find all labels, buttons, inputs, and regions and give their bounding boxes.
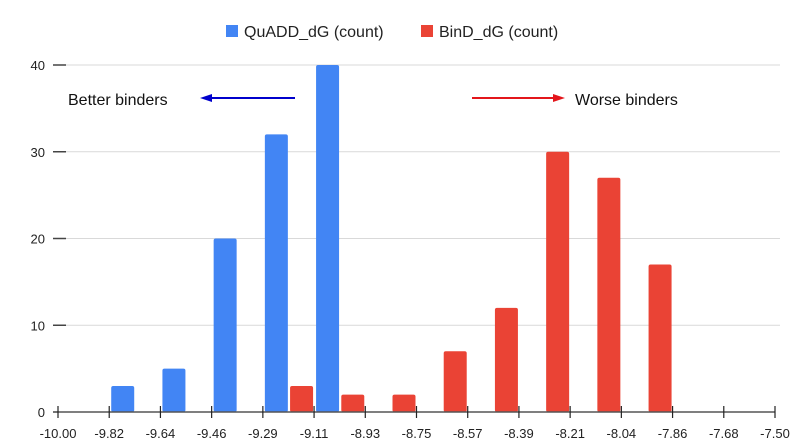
- bar-bind--9.29[interactable]: [290, 385, 314, 412]
- arrow-left-icon: [200, 94, 295, 102]
- legend: QuADD_dG (count) BinD_dG (count): [226, 24, 558, 41]
- x-tick-label: -8.21: [555, 426, 585, 441]
- bar-quadd--9.29[interactable]: [264, 134, 288, 412]
- x-tick-label: -7.86: [658, 426, 688, 441]
- bar-bind--8.04[interactable]: [648, 264, 672, 412]
- bar-bind--8.21[interactable]: [597, 177, 621, 412]
- bar-quadd--9.46[interactable]: [213, 238, 237, 413]
- x-tick-label: -7.50: [760, 426, 790, 441]
- x-tick-label: -10.00: [40, 426, 77, 441]
- bar-bind--8.75[interactable]: [443, 351, 467, 412]
- x-tick-label: -7.68: [709, 426, 739, 441]
- x-tick-label: -9.46: [197, 426, 227, 441]
- x-tick-label: -8.57: [453, 426, 483, 441]
- legend-item-bind[interactable]: BinD_dG (count): [421, 24, 558, 41]
- legend-swatch-quadd: [226, 25, 238, 37]
- annotations: Better binders Worse binders: [68, 92, 678, 109]
- bar-quadd--9.11[interactable]: [316, 65, 340, 412]
- bars: [111, 65, 672, 413]
- y-tick-label: 0: [38, 405, 45, 420]
- x-tick-label: -8.75: [402, 426, 432, 441]
- bar-quadd--9.82[interactable]: [111, 385, 135, 412]
- annotation-better-binders: Better binders: [68, 92, 168, 109]
- x-tick-label: -8.39: [504, 426, 534, 441]
- x-tick-label: -8.04: [607, 426, 637, 441]
- x-tick-label: -8.93: [350, 426, 380, 441]
- annotation-worse-binders: Worse binders: [575, 92, 678, 109]
- y-tick-label: 30: [31, 145, 45, 160]
- x-tick-label: -9.64: [146, 426, 176, 441]
- y-tick-label: 40: [31, 58, 45, 73]
- arrow-right-icon: [472, 94, 565, 102]
- bar-bind--8.57[interactable]: [494, 307, 518, 412]
- y-tick-label: 20: [31, 232, 45, 247]
- bar-quadd--9.64[interactable]: [162, 368, 186, 412]
- legend-swatch-bind: [421, 25, 433, 37]
- legend-label-bind: BinD_dG (count): [439, 24, 558, 41]
- axes: 0 10 20 30 40 -10.00 -9.82 -9.64 -9.46 -9.29 -9.11…: [31, 58, 790, 441]
- x-tick-label: -9.82: [94, 426, 124, 441]
- y-tick-label: 10: [31, 318, 45, 333]
- bar-bind--8.93[interactable]: [392, 394, 416, 412]
- x-tick-label: -9.11: [300, 426, 329, 441]
- legend-item-quadd[interactable]: QuADD_dG (count): [226, 24, 384, 41]
- x-tick-label: -9.29: [248, 426, 278, 441]
- bar-bind--9.11[interactable]: [341, 394, 365, 412]
- legend-label-quadd: QuADD_dG (count): [244, 24, 384, 41]
- bar-bind--8.39[interactable]: [546, 151, 570, 412]
